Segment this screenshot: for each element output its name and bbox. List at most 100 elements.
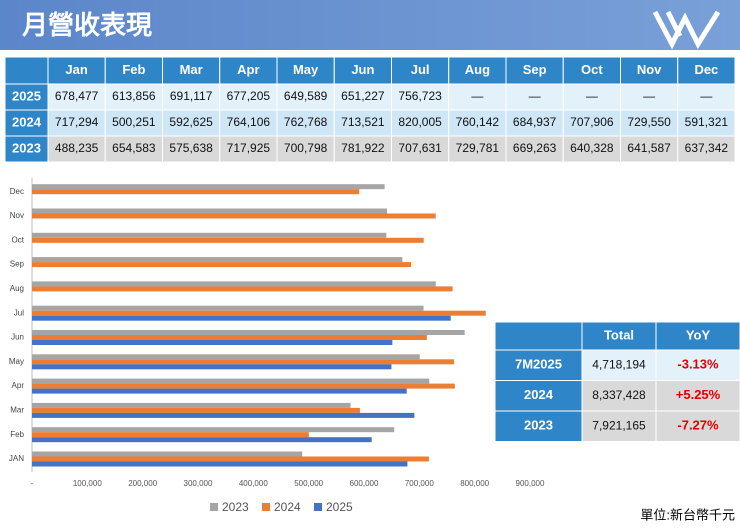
bar (32, 456, 429, 462)
summary-label-cell (494, 380, 583, 412)
table-cell (448, 83, 507, 111)
table-header-cell (677, 56, 736, 85)
legend-swatch (314, 503, 322, 511)
table-cell (677, 135, 736, 163)
y-tick-label: Oct (12, 235, 25, 244)
cell-value: 729,550 (627, 115, 671, 129)
bar (32, 402, 351, 408)
table-cell (162, 109, 221, 137)
table-cell (104, 135, 163, 163)
y-tick-label: Feb (10, 430, 24, 439)
summary-cell (655, 380, 740, 412)
summary-header-cell (581, 321, 657, 351)
bar (32, 330, 465, 335)
unit-note: 單位:新台幣千元 (640, 507, 735, 522)
cell-value: 691,117 (170, 89, 213, 103)
cell-value: 651,227 (341, 89, 385, 103)
summary-total: 4,718,194 (592, 357, 646, 371)
y-tick-label: Aug (10, 284, 24, 293)
cell-value: 488,235 (55, 141, 99, 155)
table-header-cell (620, 56, 679, 85)
summary-header: YoY (686, 327, 711, 342)
bar (32, 189, 360, 195)
table-header-cell (4, 56, 49, 85)
table-cell (162, 83, 221, 111)
y-tick-label: May (9, 357, 24, 366)
bar (32, 432, 309, 438)
cell-value: 762,768 (284, 115, 328, 129)
cell-value: 592,625 (169, 115, 213, 129)
bar (32, 315, 451, 321)
bar (32, 354, 420, 360)
cell-value: 637,342 (685, 141, 729, 155)
table-cell (448, 109, 507, 137)
bar (32, 451, 303, 457)
legend-swatch (262, 503, 270, 511)
table-header: May (293, 62, 319, 77)
x-tick-label: 600,000 (350, 479, 379, 488)
table-header: Apr (237, 62, 259, 77)
table-cell (391, 83, 450, 111)
table-header-cell (505, 56, 564, 85)
summary-label: 2023 (524, 418, 553, 433)
x-tick-label: 800,000 (460, 479, 489, 488)
y-tick-label: JAN (9, 454, 24, 463)
cell-value: — (529, 89, 541, 103)
row-label: 2023 (12, 140, 41, 155)
bar (32, 359, 455, 365)
summary-label: 2024 (524, 387, 554, 402)
cell-value: 700,798 (284, 141, 328, 155)
table-header-cell (276, 56, 335, 85)
table-cell (677, 83, 736, 111)
summary-yoy: +5.25% (676, 387, 721, 402)
cell-value: 669,263 (513, 141, 557, 155)
bar (32, 184, 385, 190)
table-header: Oct (581, 62, 603, 77)
y-tick-label: Apr (12, 381, 25, 390)
bar (32, 310, 486, 316)
cell-value: — (700, 89, 712, 103)
x-tick-label: - (31, 479, 34, 488)
cell-value: 678,477 (55, 89, 99, 103)
logo (652, 10, 721, 50)
bar (32, 461, 408, 467)
cell-value: 707,631 (398, 141, 442, 155)
bar (32, 364, 392, 370)
cell-value: 820,005 (398, 115, 442, 129)
table-cell (562, 135, 621, 163)
bar (32, 213, 436, 219)
cell-value: 781,922 (341, 141, 385, 155)
table-header: Dec (694, 62, 718, 77)
summary-cell (655, 410, 740, 442)
cell-value: 729,781 (456, 141, 500, 155)
bar (32, 305, 424, 311)
table-cell (276, 83, 335, 111)
table-header: Jul (411, 62, 430, 77)
bar (32, 437, 372, 443)
bar (32, 208, 388, 214)
cell-value: 756,723 (398, 89, 442, 103)
x-tick-label: 400,000 (239, 479, 268, 488)
cell-value: 654,583 (112, 141, 156, 155)
page-title: 月營收表現 (21, 10, 152, 40)
summary-cell (581, 380, 657, 412)
cell-value: 677,205 (227, 89, 271, 103)
row-label: 2025 (12, 88, 41, 103)
bar (32, 378, 430, 384)
legend-swatch (210, 503, 218, 511)
summary-total: 7,921,165 (592, 418, 646, 432)
x-tick-label: 500,000 (294, 479, 323, 488)
cell-value: 649,589 (284, 89, 328, 103)
bar (32, 412, 415, 418)
table-header-cell (162, 56, 221, 85)
x-tick-label: 200,000 (128, 479, 157, 488)
row-label: 2024 (12, 114, 42, 129)
table-header: Jun (351, 62, 374, 77)
bar (32, 427, 395, 433)
cell-value: 684,937 (513, 115, 557, 129)
table-header: Feb (122, 62, 145, 77)
summary-header: Total (604, 327, 634, 342)
bar (32, 340, 393, 345)
table-header-cell (391, 56, 450, 85)
header-band (0, 0, 740, 50)
